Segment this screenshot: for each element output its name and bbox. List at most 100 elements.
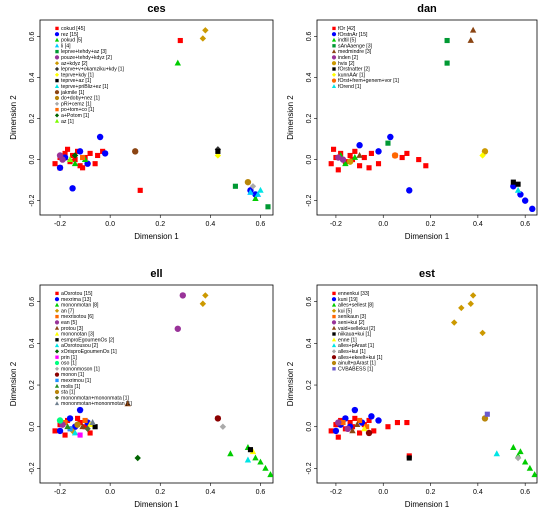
data-point bbox=[444, 37, 450, 44]
legend-marker bbox=[55, 107, 59, 112]
x-tick-label: -0.2 bbox=[54, 221, 66, 228]
y-tick-label: 0.0 bbox=[306, 155, 313, 165]
data-point bbox=[262, 464, 269, 471]
legend-label: mononotan [3] bbox=[61, 332, 95, 338]
y-tick-label: 0.6 bbox=[306, 297, 313, 307]
legend-marker bbox=[331, 360, 337, 366]
data-point bbox=[84, 160, 91, 167]
data-point bbox=[56, 417, 64, 424]
legend-marker bbox=[54, 297, 60, 302]
chart-panel-ces: ces -0.2 0.0 0.2 0.4 0.6 -0.2 0.0 0.2 0.4 0.6 Dimen… bbox=[9, 3, 274, 241]
legend-label: li [4] bbox=[61, 43, 71, 49]
x-tick-label: 0.0 bbox=[378, 489, 388, 496]
legend-label: fOr [42] bbox=[338, 26, 356, 32]
legend-label: CVBABESS [1] bbox=[338, 366, 374, 372]
data-point bbox=[335, 167, 341, 173]
data-point bbox=[74, 421, 81, 428]
legend-label: pRi+cemz [1] bbox=[61, 101, 92, 107]
legend-marker bbox=[331, 320, 337, 325]
data-point bbox=[366, 165, 372, 171]
data-point bbox=[72, 157, 78, 163]
legend-label: kunnAAr [1] bbox=[338, 72, 366, 78]
data-point bbox=[66, 415, 74, 422]
x-axis-label: Dimension 1 bbox=[405, 232, 450, 241]
data-point bbox=[404, 150, 410, 156]
data-point bbox=[330, 146, 337, 152]
data-point bbox=[484, 411, 490, 417]
legend-marker bbox=[54, 383, 60, 388]
legend-marker bbox=[54, 343, 60, 348]
data-point bbox=[174, 325, 181, 332]
legend-label: teprve+az [1] bbox=[61, 78, 92, 84]
data-point bbox=[332, 427, 340, 435]
data-point bbox=[361, 154, 367, 161]
legend-marker bbox=[55, 78, 59, 83]
legend-marker bbox=[54, 37, 60, 42]
x-tick-label: 0.0 bbox=[105, 489, 115, 496]
data-point bbox=[199, 35, 207, 42]
data-point bbox=[219, 423, 227, 430]
data-point bbox=[56, 427, 64, 435]
points-layer bbox=[328, 292, 537, 478]
legend-label: ean [5] bbox=[61, 320, 77, 326]
plot-frame bbox=[39, 19, 274, 216]
legend-marker bbox=[331, 32, 337, 37]
legend-label: medmindre [3] bbox=[338, 49, 372, 55]
legend-label: mononmotan [8] bbox=[61, 303, 99, 309]
data-point bbox=[416, 157, 422, 163]
y-tick-label: 0.4 bbox=[306, 73, 313, 83]
data-point bbox=[467, 300, 474, 307]
data-point bbox=[71, 152, 79, 159]
data-point bbox=[335, 434, 341, 440]
data-point bbox=[69, 185, 76, 192]
legend-label: molis [1] bbox=[61, 384, 81, 390]
data-point bbox=[84, 425, 91, 433]
legend-marker bbox=[332, 291, 336, 296]
x-tick-label: 0.2 bbox=[155, 221, 165, 228]
data-point bbox=[364, 424, 370, 430]
legend-marker bbox=[331, 302, 337, 307]
legend-label: az [1] bbox=[61, 119, 74, 125]
x-tick-label: 0.6 bbox=[520, 489, 530, 496]
data-point bbox=[444, 60, 450, 66]
legend-label: rez [15] bbox=[61, 32, 79, 38]
data-point bbox=[247, 447, 254, 453]
data-point bbox=[62, 432, 68, 438]
data-point bbox=[257, 186, 264, 193]
legend-marker bbox=[54, 101, 60, 106]
data-point bbox=[202, 292, 209, 299]
y-tick-label: 0.4 bbox=[306, 338, 313, 348]
plot-frame bbox=[316, 19, 538, 216]
data-point bbox=[252, 195, 259, 201]
data-point bbox=[244, 456, 252, 463]
y-tick-label: 0.6 bbox=[29, 31, 36, 41]
data-point bbox=[62, 150, 68, 156]
legend-marker bbox=[54, 32, 60, 37]
data-point bbox=[368, 413, 375, 420]
x-tick-label: -0.2 bbox=[330, 221, 342, 228]
data-point bbox=[52, 161, 58, 167]
legend-marker bbox=[54, 90, 60, 95]
data-point bbox=[357, 430, 363, 436]
legend-marker bbox=[55, 291, 59, 296]
legend-marker bbox=[54, 84, 60, 88]
legend-label: pokud [5] bbox=[61, 38, 83, 44]
y-tick-label: 0.0 bbox=[306, 422, 313, 432]
data-point bbox=[62, 419, 68, 426]
x-tick-label: 0.4 bbox=[473, 221, 483, 228]
chart-title: ces bbox=[147, 3, 165, 15]
data-point bbox=[76, 148, 84, 155]
data-point bbox=[214, 415, 222, 422]
legend-label: mexrima [13] bbox=[61, 297, 92, 303]
x-axis-label: Dimension 1 bbox=[134, 232, 179, 241]
data-point bbox=[385, 424, 391, 430]
data-point bbox=[342, 160, 349, 167]
chart-panel-est: est -0.2 0.0 0.2 0.4 0.6 -0.2 0.0 0.2 0.4 0.6 Dimen… bbox=[286, 268, 538, 509]
data-point bbox=[366, 417, 372, 424]
data-point bbox=[71, 160, 79, 167]
data-point bbox=[64, 146, 71, 152]
legend-label: cokud [45] bbox=[61, 26, 85, 32]
data-point bbox=[101, 150, 109, 157]
data-point bbox=[517, 448, 524, 455]
